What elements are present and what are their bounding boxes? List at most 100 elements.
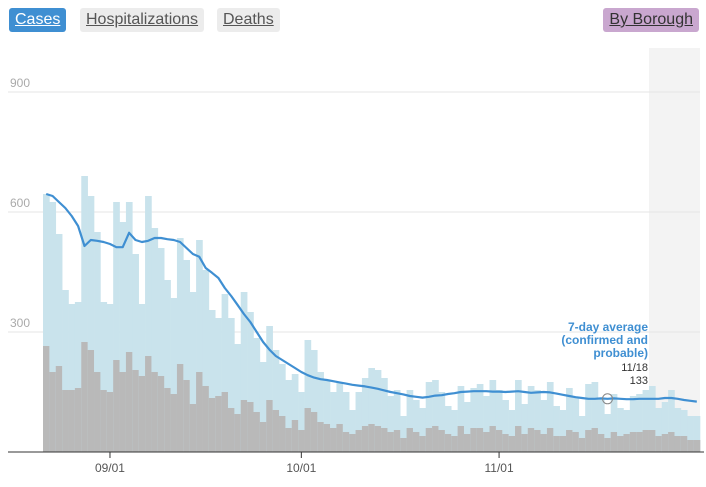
- total-cases-bar: [87, 196, 95, 452]
- total-cases-bar: [559, 410, 567, 452]
- total-cases-bar: [546, 382, 554, 452]
- total-cases-bar: [527, 386, 535, 452]
- probable-cases-bar: [49, 372, 57, 452]
- tab-deaths[interactable]: Deaths: [217, 8, 280, 32]
- total-cases-bar: [100, 302, 108, 452]
- probable-cases-bar: [687, 440, 694, 452]
- probable-cases-bar: [310, 412, 318, 452]
- total-cases-bar: [272, 350, 280, 452]
- incomplete-data-highlight: [649, 48, 700, 452]
- probable-cases-bar: [138, 376, 146, 452]
- total-cases-bar: [483, 396, 490, 452]
- probable-cases-bar: [463, 434, 471, 452]
- annotation-date: 11/18: [621, 362, 648, 374]
- total-cases-bar: [629, 396, 637, 452]
- total-cases-bar: [81, 176, 88, 452]
- probable-cases-bar: [674, 436, 682, 452]
- probable-cases-bar: [540, 434, 548, 452]
- total-cases-bar: [94, 232, 101, 452]
- probable-cases-bar: [94, 372, 101, 452]
- probable-cases-bar: [336, 424, 344, 452]
- total-cases-bar: [406, 390, 414, 452]
- probable-cases-bar: [285, 428, 293, 452]
- total-cases-bar: [412, 400, 420, 452]
- probable-cases-bar: [342, 432, 350, 452]
- probable-cases-bar: [157, 376, 165, 452]
- total-cases-bar: [668, 390, 675, 452]
- total-cases-bar: [451, 410, 458, 452]
- x-tick-label: 11/01: [485, 461, 514, 475]
- probable-cases-bar: [572, 432, 580, 452]
- total-cases-bar: [291, 374, 299, 452]
- total-cases-bar: [310, 350, 318, 452]
- total-cases-bar: [240, 292, 248, 452]
- probable-cases-bar: [221, 392, 229, 452]
- probable-cases-bar: [534, 430, 541, 452]
- total-cases-bar: [693, 416, 701, 452]
- probable-cases-bar: [585, 430, 592, 452]
- total-cases-bar: [604, 414, 611, 452]
- x-tick-label: 10/01: [286, 461, 316, 475]
- probable-cases-bar: [234, 414, 242, 452]
- total-cases-bar: [585, 384, 592, 452]
- total-cases-bar: [55, 234, 63, 452]
- probable-cases-bar: [642, 430, 650, 452]
- total-cases-bar: [215, 318, 222, 452]
- probable-cases-bar: [438, 430, 446, 452]
- probable-cases-bar: [298, 430, 305, 452]
- average-annotation-title: (confirmed and: [561, 333, 648, 347]
- total-cases-bar: [208, 310, 216, 452]
- total-cases-bar: [534, 390, 541, 452]
- probable-cases-bar: [279, 416, 286, 452]
- by-borough-button[interactable]: By Borough: [603, 8, 699, 32]
- total-cases-bar: [151, 228, 159, 452]
- probable-cases-bar: [106, 392, 114, 452]
- probable-cases-bar: [489, 426, 497, 452]
- total-cases-bar: [106, 304, 114, 452]
- probable-cases-bar: [68, 390, 76, 452]
- total-cases-bar: [540, 400, 548, 452]
- probable-cases-bar: [591, 428, 599, 452]
- total-cases-bar: [202, 270, 210, 452]
- total-cases-bar: [157, 248, 165, 452]
- average-annotation-title: 7-day average: [568, 320, 648, 334]
- probable-cases-bar: [400, 438, 407, 452]
- total-cases-bar: [298, 392, 305, 452]
- probable-cases-bar: [247, 402, 254, 452]
- probable-cases-bar: [208, 398, 216, 452]
- total-cases-bar: [74, 302, 82, 452]
- probable-cases-bar: [387, 432, 395, 452]
- probable-cases-bar: [43, 346, 50, 452]
- probable-cases-bar: [566, 430, 573, 452]
- total-cases-bar: [444, 406, 452, 452]
- probable-cases-bar: [693, 440, 701, 452]
- probable-cases-bar: [381, 428, 388, 452]
- probable-cases-bar: [444, 434, 452, 452]
- total-cases-bar: [336, 382, 344, 452]
- total-cases-bar: [132, 254, 139, 452]
- probable-cases-bar: [323, 424, 331, 452]
- tab-hospitalizations[interactable]: Hospitalizations: [80, 8, 205, 32]
- probable-cases-bar: [470, 428, 478, 452]
- total-cases-bar: [572, 398, 580, 452]
- total-cases-bar: [470, 388, 478, 452]
- probable-cases-bar: [176, 364, 184, 452]
- probable-cases-bar: [132, 370, 139, 452]
- total-cases-bar: [279, 364, 286, 452]
- annotation-value: 133: [630, 375, 648, 387]
- total-cases-bar: [687, 416, 694, 452]
- probable-cases-bar: [502, 434, 509, 452]
- tab-cases[interactable]: Cases: [9, 8, 67, 32]
- y-tick-label: 900: [10, 76, 30, 90]
- total-cases-bar: [247, 312, 254, 452]
- probable-cases-bar: [74, 388, 82, 452]
- total-cases-bar: [661, 402, 669, 452]
- total-cases-bar: [266, 326, 273, 452]
- probable-cases-bar: [527, 428, 535, 452]
- probable-cases-bar: [113, 360, 120, 452]
- probable-cases-bar: [183, 380, 191, 452]
- probable-cases-bar: [119, 372, 127, 452]
- total-cases-bar: [189, 292, 197, 452]
- total-cases-bar: [393, 390, 401, 452]
- total-cases-bar: [68, 304, 76, 452]
